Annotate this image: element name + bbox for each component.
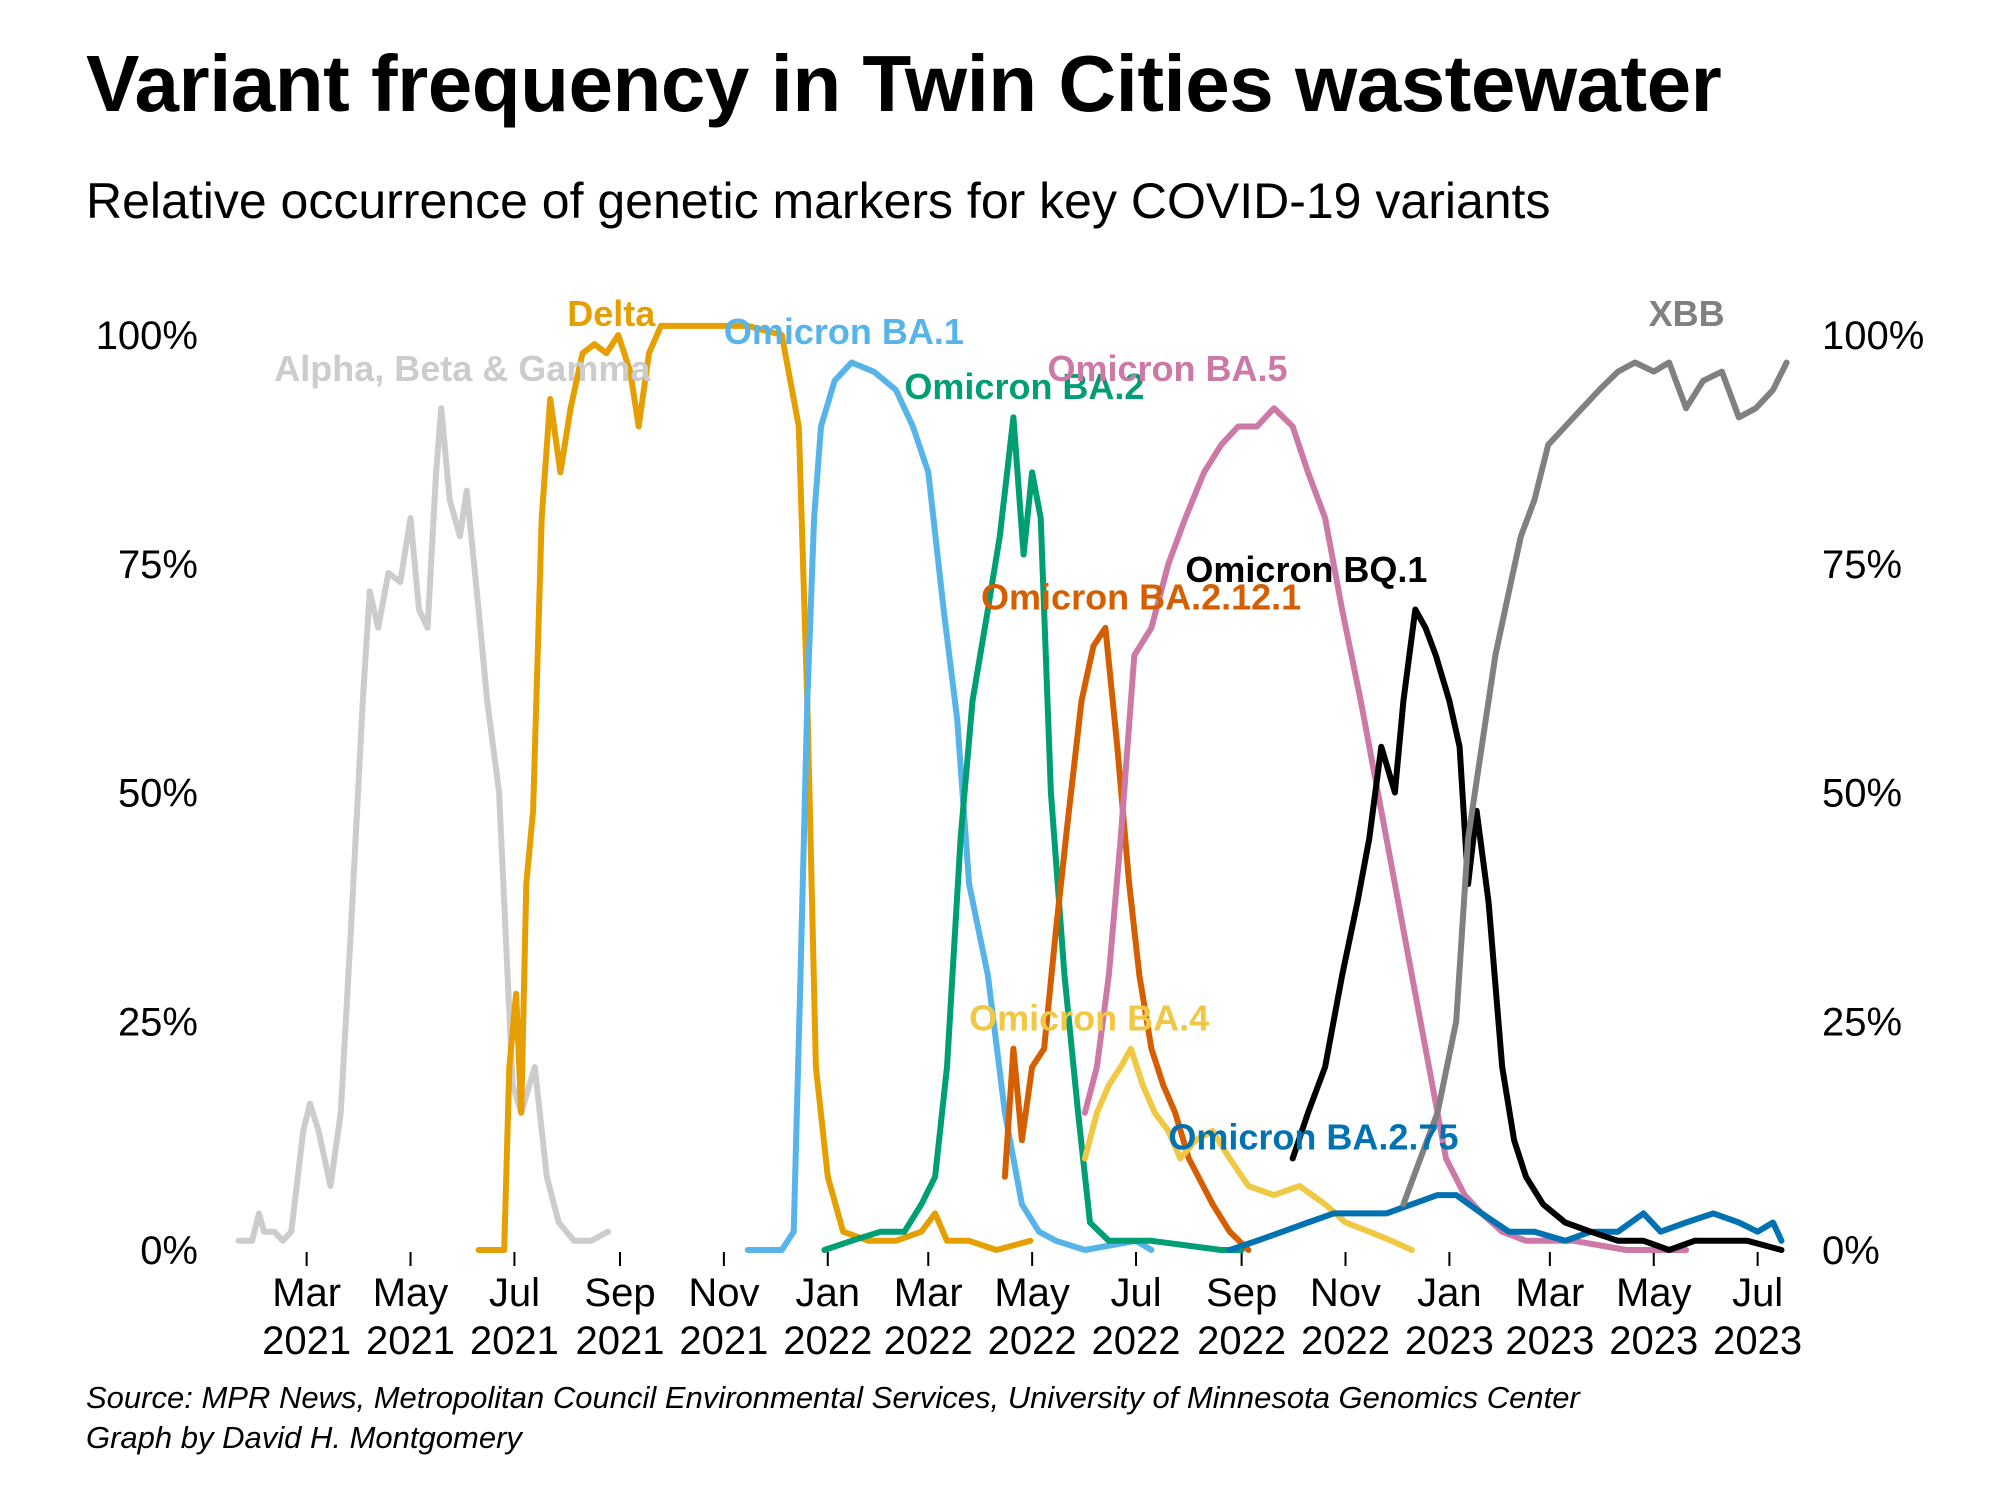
x-tick-2023-07-01: Jul 2023 [1713, 1271, 1802, 1363]
series-label-omicron-bq-1: Omicron BQ.1 [1185, 549, 1427, 590]
y-tick-right-100: 100% [1822, 314, 1924, 358]
y-tick-left-0: 0% [140, 1229, 198, 1273]
series-label-omicron-ba-1: Omicron BA.1 [724, 311, 964, 352]
x-tick-2023-03-01: Mar 2023 [1505, 1271, 1594, 1363]
series-label-omicron-ba-4: Omicron BA.4 [969, 997, 1209, 1038]
x-tick-2022-01-01: Jan 2022 [783, 1271, 872, 1363]
series-line-omicron-ba-2 [821, 414, 1245, 1253]
x-tick-2021-07-01: Jul 2021 [470, 1271, 559, 1363]
x-tick-2022-03-01: Mar 2022 [884, 1271, 973, 1363]
x-tick-2021-11-01: Nov 2021 [679, 1271, 768, 1363]
x-tick-2022-09-01: Sep 2022 [1197, 1271, 1286, 1363]
x-tick-2021-03-01: Mar 2021 [262, 1271, 351, 1363]
x-tick-2022-11-01: Nov 2022 [1301, 1271, 1390, 1363]
chart-title: Variant frequency in Twin Cities wastewa… [86, 39, 1722, 128]
series-line-delta [475, 322, 1034, 1253]
y-tick-right-75: 75% [1822, 543, 1902, 587]
y-tick-left-75: 75% [118, 543, 198, 587]
graph-credit: Graph by David H. Montgomery [86, 1420, 522, 1455]
y-tick-left-25: 25% [118, 1000, 198, 1044]
series-label-delta: Delta [567, 293, 656, 334]
x-tick-2023-01-01: Jan 2023 [1405, 1271, 1494, 1363]
y-tick-right-50: 50% [1822, 772, 1902, 816]
y-tick-right-0: 0% [1822, 1229, 1880, 1273]
y-tick-left-50: 50% [118, 772, 198, 816]
series-line-omicron-ba-2-75 [1226, 1192, 1785, 1253]
series-label-omicron-ba-5: Omicron BA.5 [1047, 348, 1287, 389]
series-line-alpha-beta-gamma [235, 405, 612, 1244]
y-tick-right-25: 25% [1822, 1000, 1902, 1044]
x-tick-2023-05-01: May 2023 [1609, 1271, 1698, 1363]
series-label-xbb: XBB [1649, 293, 1725, 334]
x-tick-2021-05-01: May 2021 [366, 1271, 455, 1363]
series-label-omicron-ba-2-75: Omicron BA.2.75 [1168, 1116, 1458, 1157]
series-label-omicron-ba-2-12-1: Omicron BA.2.12.1 [981, 577, 1301, 618]
series-line-omicron-bq-1 [1289, 606, 1785, 1253]
source-note: Source: MPR News, Metropolitan Council E… [86, 1378, 1580, 1458]
series-line-xbb [1400, 359, 1790, 1208]
series-line-omicron-ba-1 [744, 359, 1155, 1253]
chart-subtitle: Relative occurrence of genetic markers f… [86, 173, 1551, 229]
series-label-alpha-beta-gamma: Alpha, Beta & Gamma [274, 348, 651, 389]
y-tick-left-100: 100% [96, 314, 198, 358]
source-credit: Source: MPR News, Metropolitan Council E… [86, 1380, 1580, 1415]
x-tick-2022-07-01: Jul 2022 [1092, 1271, 1181, 1363]
series-label-omicron-ba-2: Omicron BA.2 [904, 366, 1144, 407]
x-tick-2021-09-01: Sep 2021 [576, 1271, 665, 1363]
x-tick-2022-05-01: May 2022 [988, 1271, 1077, 1363]
series-line-omicron-ba-4 [1081, 1045, 1415, 1253]
